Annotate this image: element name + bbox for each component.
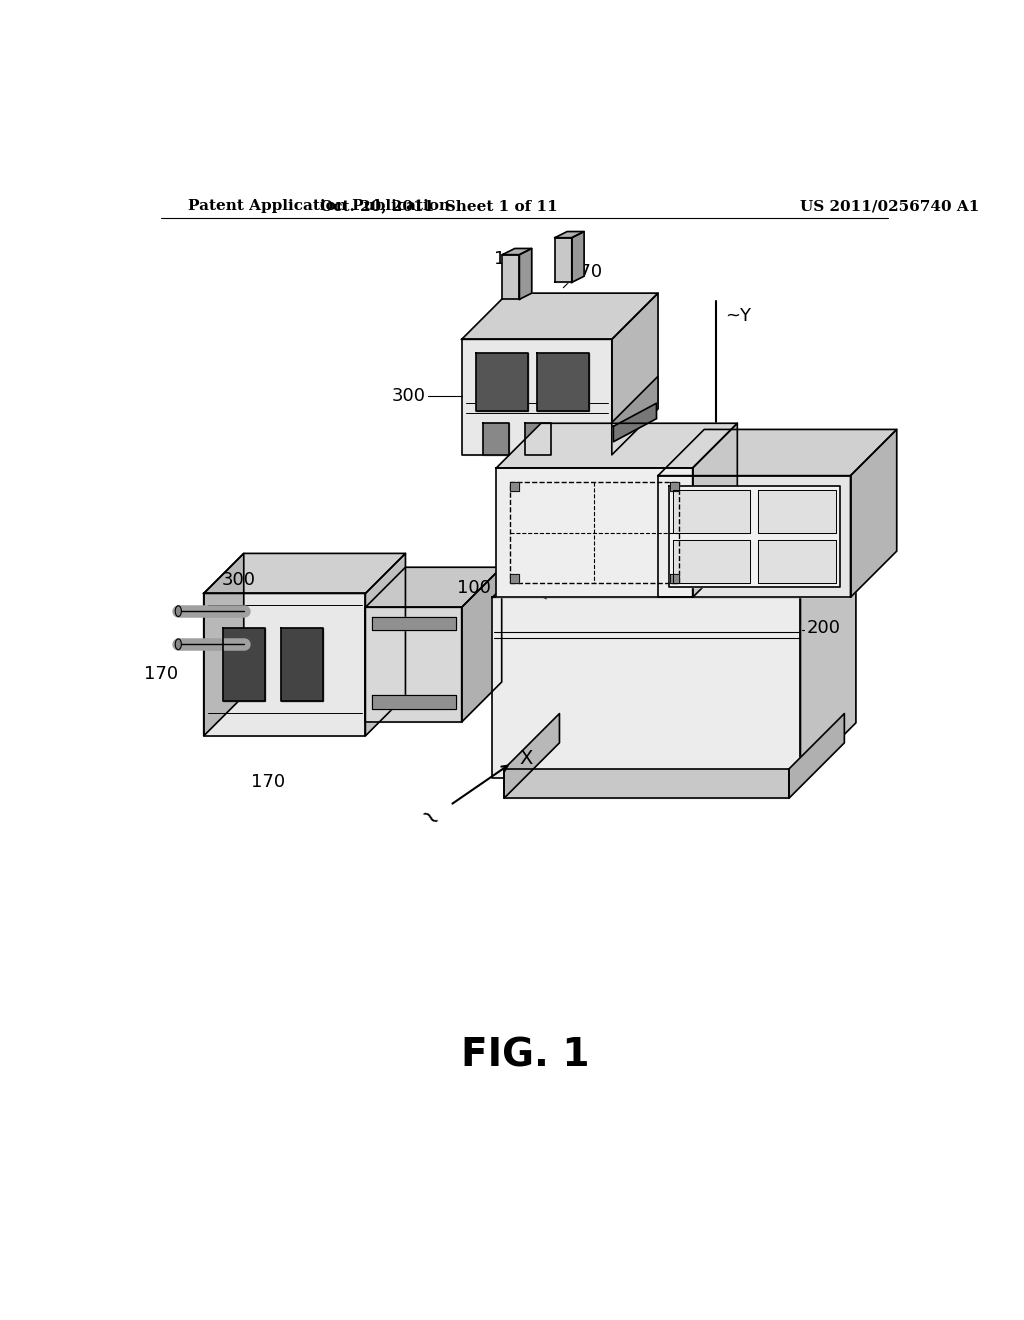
Polygon shape (519, 248, 531, 300)
Polygon shape (204, 553, 406, 594)
Polygon shape (204, 594, 366, 737)
Polygon shape (223, 628, 265, 701)
Text: X: X (519, 750, 532, 768)
Text: 170: 170 (144, 665, 178, 684)
Ellipse shape (175, 606, 181, 616)
Polygon shape (503, 248, 531, 255)
Polygon shape (613, 404, 656, 442)
Polygon shape (658, 429, 897, 475)
Ellipse shape (175, 639, 181, 649)
Polygon shape (669, 487, 840, 586)
Polygon shape (670, 574, 679, 583)
Text: FIG. 1: FIG. 1 (461, 1036, 589, 1074)
Polygon shape (611, 293, 658, 455)
Polygon shape (670, 482, 679, 491)
Polygon shape (366, 607, 462, 722)
Polygon shape (571, 231, 584, 282)
Polygon shape (801, 543, 856, 779)
Text: 300: 300 (391, 387, 425, 404)
Polygon shape (462, 568, 502, 722)
Text: 170: 170 (568, 264, 602, 281)
Text: US 2011/0256740 A1: US 2011/0256740 A1 (801, 199, 980, 213)
Text: 300: 300 (221, 572, 255, 589)
Polygon shape (366, 553, 406, 737)
Text: ~: ~ (413, 804, 444, 834)
Polygon shape (372, 696, 456, 709)
Polygon shape (483, 422, 509, 455)
Text: 170: 170 (251, 774, 285, 791)
Polygon shape (692, 424, 737, 598)
Polygon shape (503, 255, 519, 300)
Polygon shape (788, 714, 845, 799)
Text: Oct. 20, 2011  Sheet 1 of 11: Oct. 20, 2011 Sheet 1 of 11 (319, 199, 557, 213)
Bar (510, 482, 679, 583)
Polygon shape (497, 469, 692, 598)
Text: 100: 100 (457, 579, 490, 597)
Polygon shape (462, 339, 611, 455)
Polygon shape (758, 490, 836, 533)
Text: ~Y: ~Y (725, 308, 751, 325)
Polygon shape (475, 354, 528, 411)
Polygon shape (851, 429, 897, 598)
Polygon shape (611, 376, 658, 455)
Polygon shape (504, 714, 559, 799)
Polygon shape (538, 354, 590, 411)
Polygon shape (510, 574, 519, 583)
Text: 170: 170 (494, 249, 528, 268)
Polygon shape (758, 540, 836, 582)
Polygon shape (658, 475, 851, 598)
Polygon shape (493, 598, 801, 779)
Text: 200: 200 (807, 619, 841, 638)
Polygon shape (493, 543, 856, 598)
Polygon shape (281, 628, 323, 701)
Polygon shape (204, 553, 244, 737)
Polygon shape (555, 238, 571, 282)
Polygon shape (673, 540, 751, 582)
Text: 600: 600 (531, 579, 565, 597)
Text: 700: 700 (776, 565, 810, 583)
Polygon shape (673, 490, 751, 533)
Text: Patent Application Publication: Patent Application Publication (188, 199, 451, 213)
Polygon shape (366, 568, 502, 607)
Polygon shape (372, 616, 456, 631)
Polygon shape (504, 770, 788, 799)
Polygon shape (462, 293, 658, 339)
Polygon shape (524, 422, 551, 455)
Polygon shape (510, 482, 519, 491)
Polygon shape (555, 231, 584, 238)
Polygon shape (497, 424, 737, 469)
